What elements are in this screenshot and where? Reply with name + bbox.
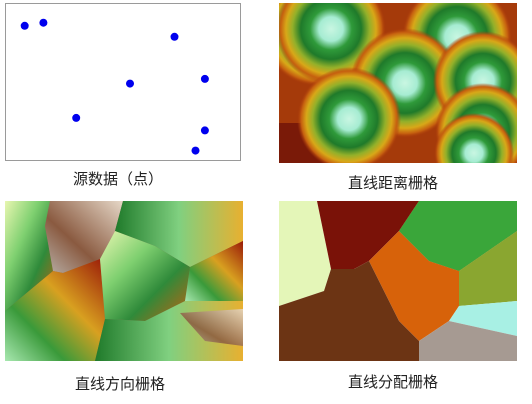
source-points-panel [5,3,241,161]
allocation-raster-panel [279,201,517,361]
direction-raster-panel [5,201,243,361]
allocation-raster-image [279,201,517,361]
source-point-1 [21,22,29,30]
distance-raster-panel [279,3,517,163]
distance-raster-caption: 直线距离栅格 [348,172,438,193]
source-point-6 [72,114,80,122]
distance-raster-image [279,3,517,163]
source-point-4 [126,80,134,88]
source-points-caption: 源数据（点） [73,168,163,189]
direction-raster-image [5,201,243,361]
source-point-8 [192,147,200,155]
allocation-raster-caption: 直线分配栅格 [348,371,438,392]
source-point-2 [39,19,47,27]
direction-raster-caption: 直线方向栅格 [75,373,165,394]
source-point-3 [171,33,179,41]
source-points-plot [6,4,240,160]
source-point-5 [201,75,209,83]
source-point-7 [201,126,209,134]
